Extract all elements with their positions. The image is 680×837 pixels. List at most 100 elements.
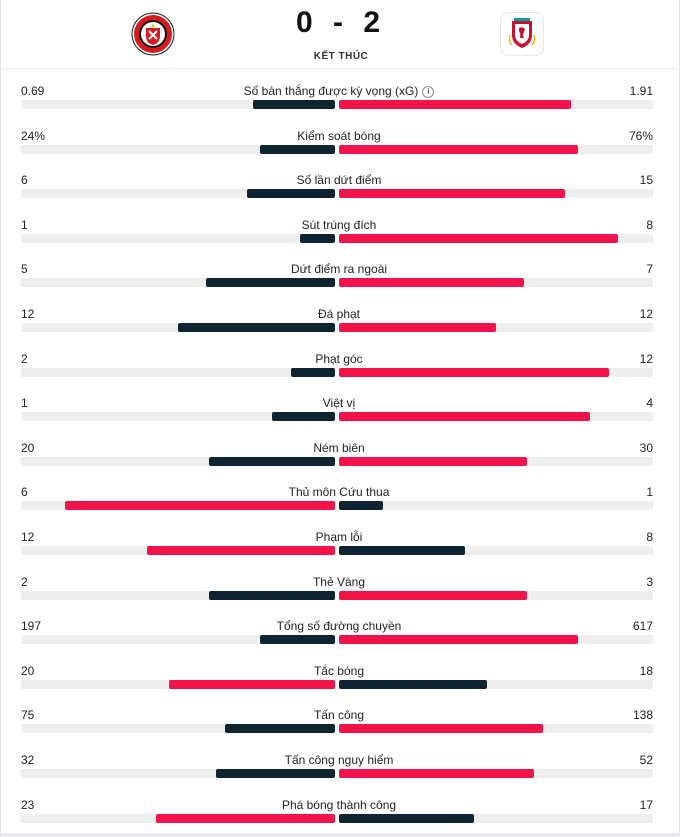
stat-row: 1 Việt vị 4 — [1, 377, 680, 422]
stat-row: 6 Thủ môn Cứu thua 1 — [1, 466, 680, 511]
stat-label: Phạt góc — [1, 352, 677, 366]
stat-away-value: 4 — [646, 396, 653, 411]
stat-away-value: 12 — [639, 307, 653, 321]
stat-away-value: 17 — [639, 797, 653, 812]
stat-row: 5 Dứt điểm ra ngoài 7 — [1, 243, 680, 288]
stat-home-bar — [260, 635, 335, 645]
stat-away-bar-track — [339, 769, 653, 778]
stat-home-bar — [209, 590, 335, 600]
stat-label-text: Kiểm soát bóng — [297, 128, 381, 143]
stat-away-bar-track — [339, 590, 653, 600]
stat-label-text: Số bàn thắng được kỳ vọng (xG) — [243, 84, 419, 98]
stat-away-bar-track — [339, 189, 653, 199]
stat-label: Tấn công — [1, 708, 677, 722]
stat-label-text: Phá bóng thành công — [281, 797, 397, 812]
stat-away-bar-track — [339, 323, 653, 332]
match-status: KẾT THÚC — [313, 51, 369, 62]
stat-away-bar-track — [339, 278, 653, 288]
stat-label: Thẻ Vàng — [1, 575, 677, 589]
stat-away-bar — [339, 367, 609, 377]
stat-home-bar-track — [21, 679, 335, 689]
stat-away-value: 52 — [639, 753, 653, 767]
stat-home-value: 5 — [21, 262, 28, 277]
stat-away-value: 3 — [646, 574, 653, 589]
stat-home-bar-track — [21, 456, 335, 466]
stat-label: Việt vị — [1, 396, 677, 410]
stat-away-bar-track — [339, 456, 653, 466]
stat-row: 75 Tấn công 138 — [1, 689, 680, 734]
stat-away-value: 617 — [632, 619, 653, 634]
stat-away-bar-track — [339, 546, 653, 555]
stat-label-text: Phạt góc — [315, 351, 363, 366]
stat-away-bar-track — [339, 813, 653, 823]
stat-row: 20 Tắc bóng 18 — [1, 645, 680, 689]
stat-home-bar-track — [21, 501, 335, 511]
stat-home-bar — [169, 679, 335, 689]
stat-away-bar — [339, 144, 578, 154]
stat-home-bar-track — [21, 724, 335, 734]
stat-away-bar — [339, 590, 527, 600]
stat-label: Sút trúng đích — [1, 218, 677, 232]
stat-label-text: Thẻ Vàng — [312, 574, 366, 589]
stat-away-bar-track — [339, 501, 653, 511]
stat-home-bar — [209, 456, 335, 466]
stat-home-value: 23 — [21, 797, 35, 812]
stat-label-text: Tắc bóng — [313, 663, 365, 678]
stat-home-bar-track — [21, 367, 335, 377]
stat-away-bar — [339, 769, 534, 778]
stat-away-bar — [339, 456, 527, 466]
stat-home-bar-track — [21, 144, 335, 154]
stat-home-bar — [156, 813, 335, 823]
stat-home-bar-track — [21, 100, 335, 109]
info-icon[interactable]: i — [422, 86, 435, 98]
stat-home-bar-track — [21, 546, 335, 555]
sheffield-united-crest-icon[interactable] — [131, 12, 175, 56]
stat-home-bar — [225, 724, 335, 734]
stat-home-value: 6 — [21, 485, 28, 500]
header-divider — [1, 68, 680, 69]
stat-away-bar-track — [339, 367, 653, 377]
stat-label: Kiểm soát bóng — [1, 129, 677, 143]
stat-label-text: Tấn công — [313, 708, 365, 723]
stat-home-value: 1 — [21, 217, 28, 232]
stat-away-bar — [339, 233, 618, 243]
stat-away-value: 15 — [639, 173, 653, 188]
stat-row: 2 Thẻ Vàng 3 — [1, 556, 680, 600]
stat-row: 1 Sút trúng đích 8 — [1, 199, 680, 243]
stat-label-text: Việt vị — [322, 396, 356, 411]
stat-label: Số bàn thắng được kỳ vọng (xG) i — [1, 84, 677, 98]
stat-away-value: 7 — [646, 262, 653, 277]
stat-away-value: 8 — [646, 530, 653, 544]
stat-away-bar-track — [339, 724, 653, 734]
liverpool-crest-icon[interactable] — [500, 12, 544, 56]
stat-away-value: 138 — [632, 708, 653, 723]
stat-home-bar — [65, 501, 335, 511]
stat-label: Ném biên — [1, 441, 677, 455]
stat-home-bar — [291, 367, 335, 377]
stat-label: Dứt điểm ra ngoài — [1, 262, 677, 276]
stat-row: 24% Kiểm soát bóng 76% — [1, 110, 680, 154]
stat-away-bar-track — [339, 233, 653, 243]
stat-away-bar — [339, 635, 578, 645]
stat-row: 2 Phạt góc 12 — [1, 333, 680, 377]
stat-away-bar-track — [339, 635, 653, 645]
stat-home-bar-track — [21, 323, 335, 332]
stat-row: 12 Đá phạt 12 — [1, 288, 680, 332]
stat-away-value: 76% — [628, 128, 653, 143]
stat-label: Phá bóng thành công — [1, 798, 677, 812]
stat-away-bar — [339, 323, 496, 332]
stat-home-value: 20 — [21, 440, 35, 455]
stat-away-bar — [339, 724, 543, 734]
stat-away-bar — [339, 412, 590, 422]
stat-row: 23 Phá bóng thành công 17 — [1, 779, 680, 823]
stat-away-bar — [339, 278, 524, 288]
stat-home-value: 1 — [21, 396, 28, 411]
stat-home-bar — [216, 769, 335, 778]
stat-away-value: 1 — [646, 485, 653, 500]
stat-label: Thủ môn Cứu thua — [1, 485, 677, 499]
stat-away-value: 8 — [646, 217, 653, 232]
stat-home-value: 75 — [21, 708, 35, 723]
stat-home-value: 6 — [21, 173, 28, 188]
stat-label-text: Tấn công nguy hiểm — [284, 753, 394, 767]
